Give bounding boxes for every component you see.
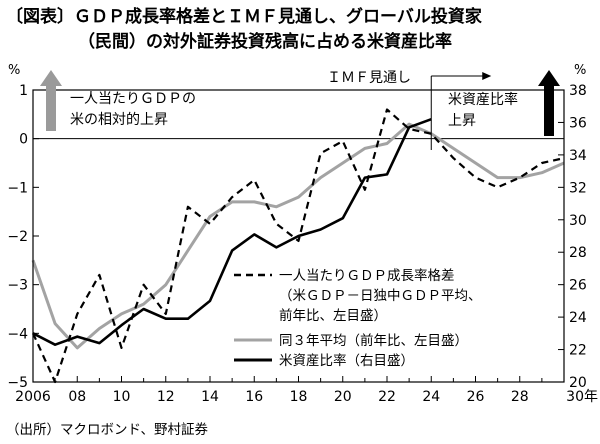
x-tick-label: 18 bbox=[290, 389, 308, 405]
chart-title-line-2: （民間）の対外証券投資残高に占める米資産比率 bbox=[78, 31, 452, 52]
imf-forecast-marker bbox=[430, 72, 492, 150]
x-tick-label: 20 bbox=[334, 389, 352, 405]
imf-forecast-label: ＩＭＦ見通し bbox=[327, 70, 411, 86]
right-axis-ticks: 38 36 34 32 30 28 26 24 22 20 bbox=[558, 83, 587, 391]
x-tick-label: 12 bbox=[157, 389, 175, 405]
legend-label-dashed-3: 前年比、左目盛） bbox=[279, 307, 387, 324]
left-axis-unit: % bbox=[8, 63, 20, 78]
left-tick-label: −4 bbox=[7, 326, 28, 342]
source-note: （出所）マクロボンド、野村証券 bbox=[6, 422, 208, 438]
x-tick-label: 24 bbox=[422, 389, 440, 405]
left-tick-label: −1 bbox=[7, 180, 28, 196]
right-tick-label: 28 bbox=[569, 245, 587, 261]
x-tick-label: 22 bbox=[378, 389, 396, 405]
right-tick-label: 30 bbox=[569, 213, 587, 229]
right-tick-label: 34 bbox=[569, 148, 587, 164]
x-tick-label: 08 bbox=[68, 389, 86, 405]
left-arrow-shape bbox=[40, 70, 62, 131]
imf-arrow-head bbox=[482, 72, 492, 80]
left-up-arrow bbox=[40, 70, 62, 131]
left-tick-label: 1 bbox=[19, 83, 28, 99]
x-axis-ticks: 2006 08 10 12 14 16 18 20 22 24 26 28 30年 bbox=[15, 376, 598, 405]
right-tick-label: 26 bbox=[569, 278, 587, 294]
legend-label-dashed-2: （米ＧＤＰ－日独中ＧＤＰ平均、 bbox=[279, 288, 482, 304]
x-tick-label: 26 bbox=[467, 389, 485, 405]
left-tick-label: 0 bbox=[19, 132, 28, 148]
left-tick-label: −3 bbox=[7, 278, 28, 294]
right-tick-label: 36 bbox=[569, 115, 587, 131]
legend-label-black: 米資産比率（右目盛） bbox=[279, 352, 414, 369]
left-axis-ticks: 1 0 −1 −2 −3 −4 −5 bbox=[7, 83, 39, 391]
x-tick-label: 14 bbox=[201, 389, 219, 405]
x-tick-label: 16 bbox=[245, 389, 263, 405]
legend-label-gray: 同３年平均（前年比、左目盛） bbox=[279, 332, 468, 349]
right-arrow-shape bbox=[538, 70, 560, 136]
right-tick-label: 24 bbox=[569, 310, 587, 326]
legend: 一人当たりＧＤＰ成長率格差 （米ＧＤＰ－日独中ＧＤＰ平均、 前年比、左目盛） 同… bbox=[234, 267, 482, 369]
x-tick-label: 28 bbox=[511, 389, 529, 405]
left-tick-label: −2 bbox=[7, 229, 28, 245]
series-line-black bbox=[32, 117, 432, 347]
left-tick-label: −5 bbox=[7, 375, 28, 391]
series-line-dashed bbox=[31, 108, 565, 384]
right-tick-label: 20 bbox=[569, 375, 587, 391]
right-tick-label: 32 bbox=[569, 180, 587, 196]
x-tick-label: 10 bbox=[113, 389, 131, 405]
right-up-arrow bbox=[538, 70, 560, 136]
series-lines-group bbox=[31, 108, 565, 384]
right-arrow-label-line-2: 上昇 bbox=[448, 113, 476, 129]
series-line-gray bbox=[31, 122, 565, 350]
left-arrow-label-line-2: 米の相対的上昇 bbox=[70, 112, 168, 128]
chart-title-line-1: 〔図表〕ＧＤＰ成長率格差とＩＭＦ見通し、グローバル投資家 bbox=[6, 6, 482, 27]
left-arrow-label-line-1: 一人当たりＧＤＰの bbox=[70, 91, 196, 107]
x-tick-label: 2006 bbox=[15, 389, 51, 405]
legend-label-dashed-1: 一人当たりＧＤＰ成長率格差 bbox=[279, 267, 455, 284]
x-tick-label: 30年 bbox=[566, 389, 598, 405]
right-tick-label: 38 bbox=[569, 83, 587, 99]
right-axis-unit: % bbox=[574, 63, 586, 78]
right-tick-label: 22 bbox=[569, 343, 587, 359]
right-arrow-label-line-1: 米資産比率 bbox=[448, 91, 518, 108]
